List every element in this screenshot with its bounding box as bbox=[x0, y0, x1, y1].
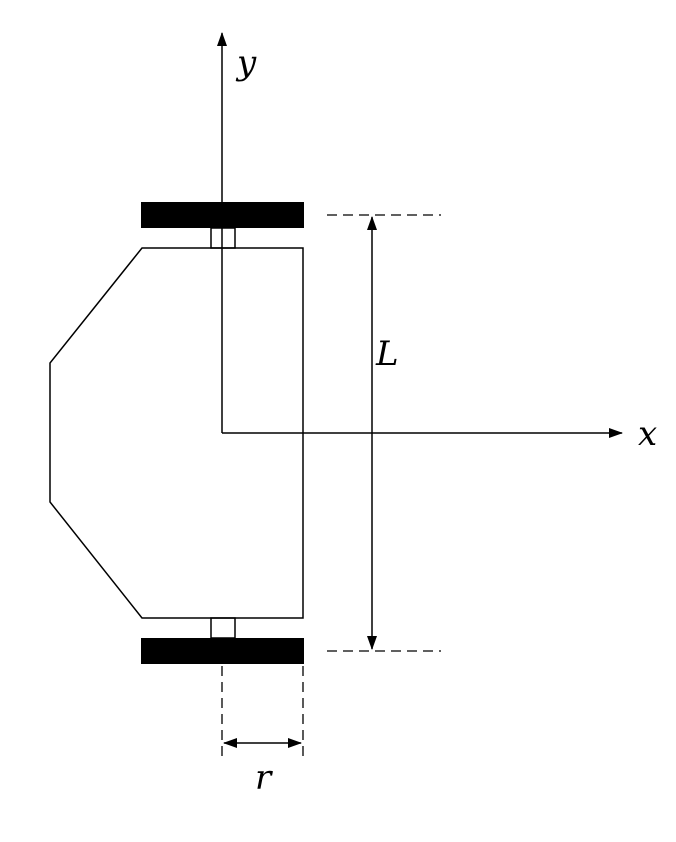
y-axis-label: y bbox=[235, 43, 257, 83]
x-axis-label: x bbox=[638, 414, 657, 454]
bottom-axle-connector bbox=[210, 617, 236, 639]
robot-body-outline bbox=[49, 247, 304, 619]
wheelbase-label: L bbox=[375, 334, 399, 374]
wheel-radius-label: r bbox=[255, 758, 273, 798]
top-axle-connector bbox=[210, 227, 236, 249]
bottom-wheel bbox=[141, 638, 304, 664]
